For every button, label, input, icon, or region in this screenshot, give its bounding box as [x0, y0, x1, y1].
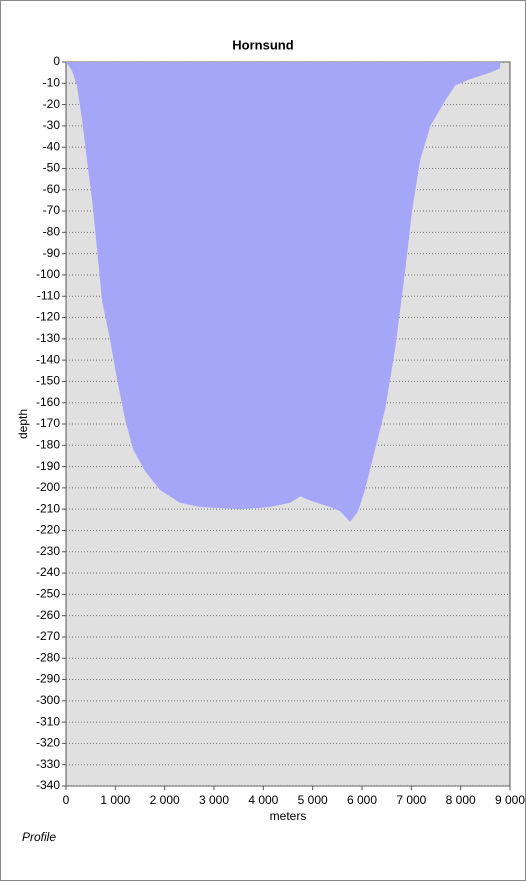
- y-tick-label: -10: [43, 75, 61, 89]
- y-tick-label: -170: [36, 416, 60, 430]
- y-tick-label: -110: [37, 288, 60, 302]
- y-tick-label: -310: [36, 714, 60, 728]
- y-tick-label: -50: [43, 161, 61, 175]
- y-tick-label: -30: [43, 118, 61, 132]
- y-tick-label: -300: [36, 693, 60, 707]
- y-axis-label: depth: [16, 409, 30, 439]
- y-tick-label: -230: [36, 544, 60, 558]
- x-axis-label: meters: [270, 809, 307, 823]
- x-tick-label: 6 000: [347, 793, 377, 807]
- x-tick-label: 7 000: [396, 793, 426, 807]
- y-tick-label: -140: [36, 352, 60, 366]
- y-tick-label: -250: [36, 587, 60, 601]
- x-tick-label: 0: [63, 793, 70, 807]
- x-tick-label: 5 000: [298, 793, 328, 807]
- y-tick-label: -180: [36, 437, 60, 451]
- y-tick-label: -280: [36, 650, 60, 664]
- y-tick-label: -60: [43, 182, 61, 196]
- y-tick-label: -210: [36, 501, 60, 515]
- x-tick-label: 4 000: [248, 793, 278, 807]
- x-tick-label: 9 000: [495, 793, 525, 807]
- y-tick-label: -320: [36, 736, 60, 750]
- y-tick-label: -70: [43, 203, 61, 217]
- y-tick-label: -200: [36, 480, 60, 494]
- y-tick-label: -340: [36, 778, 60, 792]
- y-tick-label: -150: [36, 374, 60, 388]
- x-tick-label: 3 000: [199, 793, 229, 807]
- x-tick-label: 1 000: [100, 793, 130, 807]
- y-tick-label: -40: [43, 139, 61, 153]
- x-tick-label: 8 000: [446, 793, 476, 807]
- y-tick-label: -260: [36, 608, 60, 622]
- y-tick-label: -330: [36, 757, 60, 771]
- y-tick-label: -160: [36, 395, 60, 409]
- area: [66, 62, 501, 522]
- y-tick-label: -90: [43, 246, 61, 260]
- y-tick-label: -240: [36, 565, 60, 579]
- chart-title: Hornsund: [232, 37, 293, 52]
- y-tick-label: -270: [36, 629, 60, 643]
- y-tick-label: -80: [43, 225, 61, 239]
- y-tick-label: -20: [43, 97, 61, 111]
- y-tick-label: -190: [36, 459, 60, 473]
- y-tick-label: -220: [36, 523, 60, 537]
- y-tick-label: -120: [36, 310, 60, 324]
- x-tick-label: 2 000: [150, 793, 180, 807]
- y-tick-label: -100: [36, 267, 60, 281]
- y-tick-label: -130: [36, 331, 60, 345]
- y-tick-label: -290: [36, 672, 60, 686]
- y-tick-label: 0: [53, 54, 60, 68]
- footer: Profile: [22, 830, 56, 844]
